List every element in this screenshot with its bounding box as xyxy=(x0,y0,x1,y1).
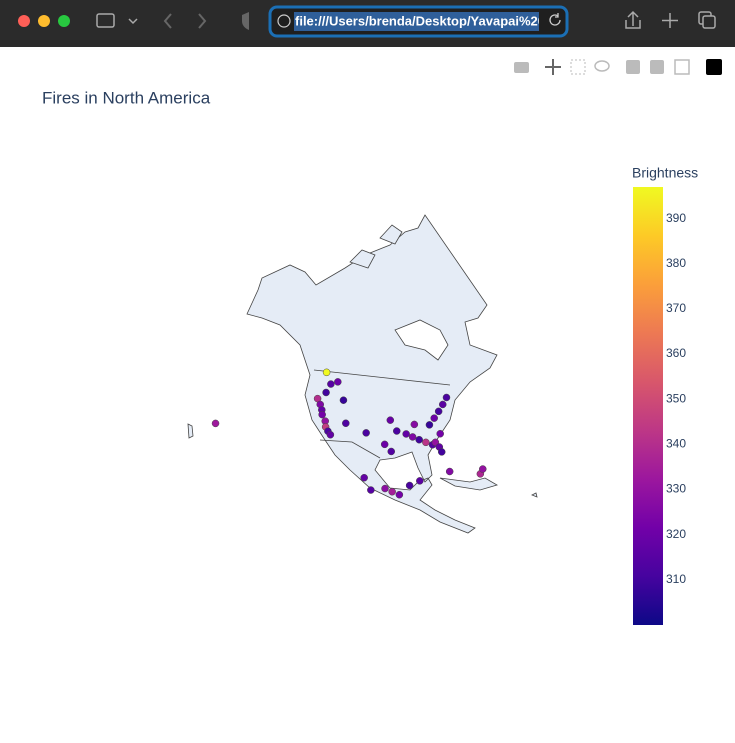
map-land xyxy=(187,214,538,534)
caribbean-island xyxy=(439,477,499,491)
fire-point xyxy=(322,368,331,377)
fire-point xyxy=(479,465,487,473)
fire-point xyxy=(322,388,330,397)
fire-point xyxy=(445,467,454,476)
fire-point xyxy=(402,430,410,438)
fire-point xyxy=(408,433,417,441)
fire-point xyxy=(388,487,396,496)
forward-button[interactable] xyxy=(198,13,207,29)
colorbar-title: Brightness xyxy=(632,165,698,181)
tabs-button-front[interactable] xyxy=(702,15,716,29)
box-select-icon[interactable] xyxy=(570,59,586,75)
caribbean-island xyxy=(531,492,538,498)
colorbar-scale xyxy=(633,187,663,625)
colorbar-tick-label: 390 xyxy=(666,211,686,225)
zoom-button[interactable] xyxy=(58,15,70,27)
back-button[interactable] xyxy=(163,13,172,29)
fire-point xyxy=(339,396,348,404)
camera-icon[interactable] xyxy=(514,62,529,73)
fire-point xyxy=(387,447,395,456)
pan-icon[interactable] xyxy=(545,59,561,75)
zoom-in-icon[interactable] xyxy=(626,60,640,74)
globe-icon xyxy=(277,14,291,28)
fire-point xyxy=(415,435,423,444)
url-text[interactable]: file:///Users/brenda/Desktop/Yavapai%20 xyxy=(295,13,545,28)
fire-point xyxy=(334,378,342,386)
hudson-bay xyxy=(394,319,449,361)
colorbar-tick-label: 320 xyxy=(666,527,686,541)
fire-point xyxy=(405,481,414,490)
sidebar-button[interactable] xyxy=(96,13,115,28)
fire-point xyxy=(438,400,447,409)
fire-point xyxy=(430,414,438,422)
fire-point xyxy=(395,490,404,499)
colorbar-tick-label: 310 xyxy=(666,572,686,586)
url-selection xyxy=(294,12,539,31)
fire-point xyxy=(410,420,419,429)
sidebar-menu[interactable] xyxy=(128,18,138,25)
minimize-button[interactable] xyxy=(38,15,50,27)
reload-button[interactable] xyxy=(549,13,561,26)
modebar xyxy=(514,59,722,75)
fire-point xyxy=(367,486,375,494)
reset-icon[interactable] xyxy=(674,59,690,75)
fire-point xyxy=(362,429,370,437)
border xyxy=(319,439,381,459)
new-tab-button[interactable] xyxy=(662,13,678,28)
colorbar-tick-label: 350 xyxy=(666,391,686,405)
fire-point xyxy=(434,407,443,416)
fire-points xyxy=(211,368,487,499)
colorbar: Brightness 310 320 330 340 350 360 370 380 390 xyxy=(632,165,698,625)
arctic-island xyxy=(349,249,376,269)
fire-point xyxy=(327,380,335,388)
privacy-icon[interactable] xyxy=(242,12,249,30)
colorbar-tick-label: 360 xyxy=(666,346,686,360)
fire-point xyxy=(381,484,389,493)
fire-point xyxy=(436,430,444,438)
lasso-icon[interactable] xyxy=(594,60,610,72)
hawaii xyxy=(187,423,194,439)
zoom-out-icon[interactable] xyxy=(650,60,664,74)
fire-point xyxy=(360,473,368,482)
fire-point xyxy=(386,416,395,424)
fire-point xyxy=(326,430,335,439)
fire-point xyxy=(318,410,326,419)
continent xyxy=(246,214,498,534)
fire-point xyxy=(416,477,424,485)
fire-point xyxy=(425,421,434,429)
close-button[interactable] xyxy=(18,15,30,27)
fire-point xyxy=(380,440,389,449)
colorbar-tick-label: 370 xyxy=(666,301,686,315)
colorbar-tick-label: 380 xyxy=(666,256,686,270)
arctic-island xyxy=(379,224,403,245)
fire-point xyxy=(422,438,430,447)
share-button[interactable] xyxy=(625,10,641,29)
fire-point xyxy=(442,393,451,402)
border xyxy=(313,369,451,386)
plotly-logo[interactable] xyxy=(706,59,722,75)
fire-point xyxy=(393,427,401,435)
chart-title: Fires in North America xyxy=(42,88,211,107)
colorbar-tick-label: 340 xyxy=(666,437,686,451)
fire-point xyxy=(342,419,350,428)
colorbar-tick-label: 330 xyxy=(666,482,686,496)
fire-point xyxy=(211,419,220,428)
fire-point xyxy=(437,448,446,456)
